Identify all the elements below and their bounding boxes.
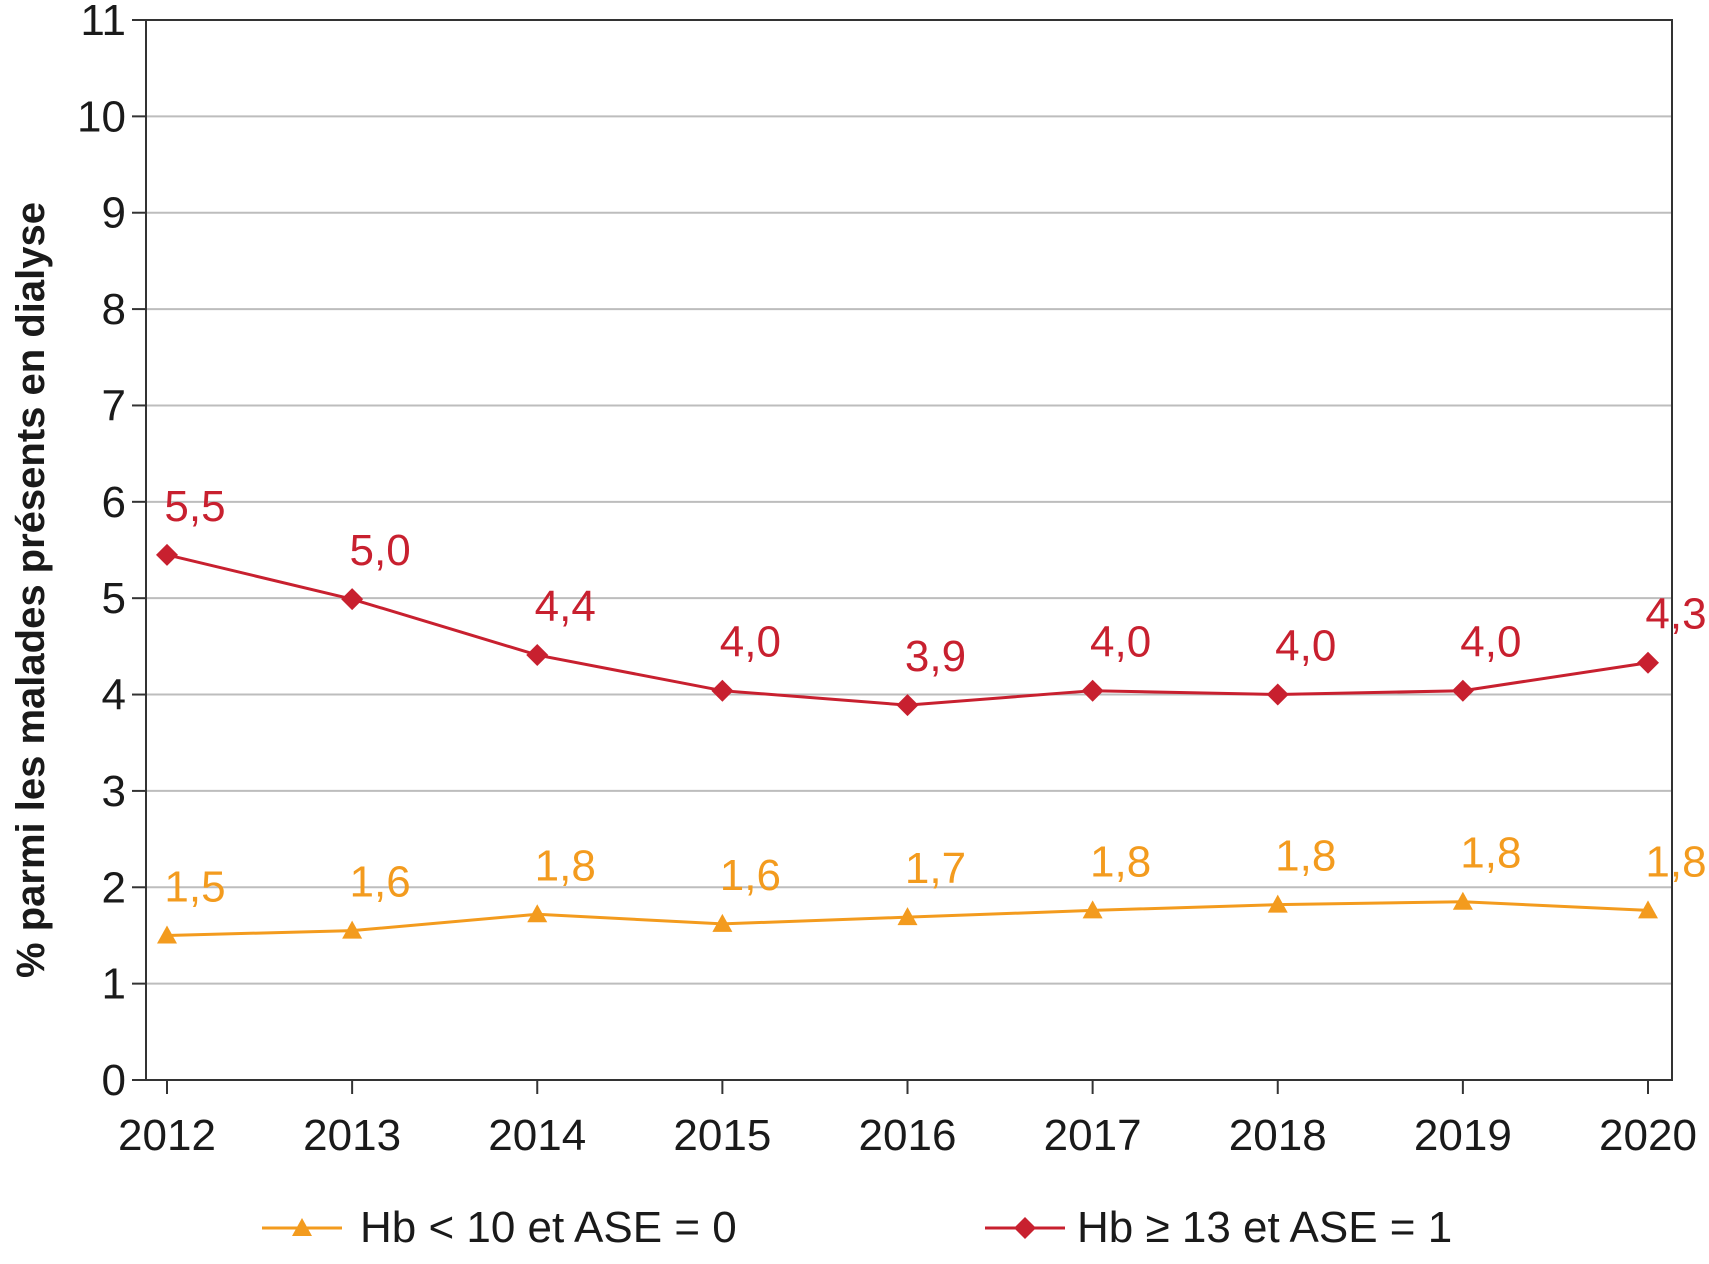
- y-tick-label: 0: [102, 1056, 126, 1105]
- data-label: 4,3: [1645, 590, 1706, 639]
- x-tick-label: 2017: [1044, 1111, 1142, 1160]
- data-point: [1451, 679, 1474, 702]
- y-tick-label: 7: [102, 381, 126, 430]
- legend-item-1: Hb < 10 et ASE = 0: [262, 1203, 737, 1252]
- x-tick-label: 2013: [303, 1111, 401, 1160]
- x-tick-label: 2012: [118, 1111, 216, 1160]
- legend-label: Hb < 10 et ASE = 0: [360, 1203, 737, 1252]
- data-point: [341, 588, 364, 611]
- y-tick-label: 3: [102, 767, 126, 816]
- x-tick-label: 2016: [859, 1111, 957, 1160]
- data-point: [1266, 683, 1289, 706]
- data-point: [342, 920, 363, 939]
- data-label: 4,4: [535, 582, 596, 631]
- data-label: 1,6: [350, 858, 411, 907]
- data-point: [1638, 900, 1658, 919]
- data-label: 5,5: [164, 482, 225, 531]
- data-point: [527, 904, 548, 923]
- y-axis-title: % parmi les malades présents en dialyse: [9, 202, 53, 978]
- data-label: 1,8: [1275, 832, 1336, 881]
- y-tick-label: 10: [77, 92, 126, 141]
- x-axis: 2012 2013 2014 2015 2016 2017 2018 2019 2020: [118, 1080, 1697, 1160]
- data-label: 4,0: [1275, 622, 1336, 671]
- legend-item-2: Hb ≥ 13 et ASE = 1: [985, 1203, 1452, 1252]
- x-tick-label: 2019: [1414, 1111, 1512, 1160]
- data-point: [897, 907, 918, 926]
- x-tick-label: 2018: [1229, 1111, 1327, 1160]
- series-line: [166, 553, 1649, 707]
- data-label: 3,9: [905, 632, 966, 681]
- data-label: 4,0: [720, 618, 781, 667]
- data-point: [526, 644, 549, 667]
- legend: Hb < 10 et ASE = 0 Hb ≥ 13 et ASE = 1: [262, 1203, 1452, 1252]
- data-point: [1081, 679, 1104, 702]
- data-point: [712, 913, 733, 932]
- y-tick-label: 11: [80, 0, 126, 45]
- y-tick-label: 9: [102, 189, 126, 238]
- series-1: 1,5 1,6 1,8 1,6 1,7 1,8 1,8 1,8 1,8: [157, 829, 1707, 944]
- data-label: 1,8: [535, 841, 596, 890]
- y-tick-label: 4: [102, 671, 126, 720]
- data-point: [157, 925, 177, 944]
- data-label: 1,8: [1090, 837, 1151, 886]
- y-tick-label: 1: [102, 960, 126, 1009]
- x-tick-label: 2020: [1599, 1111, 1697, 1160]
- data-point: [1267, 894, 1288, 913]
- y-tick-label: 8: [102, 285, 126, 334]
- data-label: 1,8: [1645, 837, 1706, 886]
- plot-frame: [145, 19, 1673, 1081]
- data-point: [711, 679, 734, 702]
- data-label: 1,6: [720, 851, 781, 900]
- data-point: [1082, 900, 1103, 919]
- x-tick-label: 2014: [488, 1111, 586, 1160]
- legend-marker: [1014, 1217, 1036, 1239]
- y-tick-label: 2: [102, 863, 126, 912]
- legend-marker: [292, 1218, 312, 1236]
- series-layer: 1,5 1,6 1,8 1,6 1,7 1,8 1,8 1,8 1,8 5,5 5,0 4,4 4,0 3…: [156, 482, 1707, 944]
- data-point: [1452, 891, 1473, 910]
- y-tick-label: 5: [102, 574, 126, 623]
- x-tick-label: 2015: [673, 1111, 771, 1160]
- data-point: [156, 543, 178, 566]
- data-point: [1637, 651, 1659, 674]
- data-label: 1,8: [1460, 829, 1521, 878]
- data-label: 1,5: [164, 862, 225, 911]
- y-tick-label: 6: [102, 478, 126, 527]
- data-point: [896, 694, 919, 717]
- data-label: 5,0: [350, 526, 411, 575]
- series-2: 5,5 5,0 4,4 4,0 3,9 4,0 4,0 4,0 4,3: [156, 482, 1707, 717]
- gridlines: [146, 115, 1672, 985]
- y-axis: 0 1 2 3 4 5 6 7 8 9 10 11: [77, 0, 146, 1105]
- data-label: 4,0: [1090, 618, 1151, 667]
- data-label: 4,0: [1460, 618, 1521, 667]
- data-label: 1,7: [905, 844, 966, 893]
- legend-label: Hb ≥ 13 et ASE = 1: [1077, 1203, 1452, 1252]
